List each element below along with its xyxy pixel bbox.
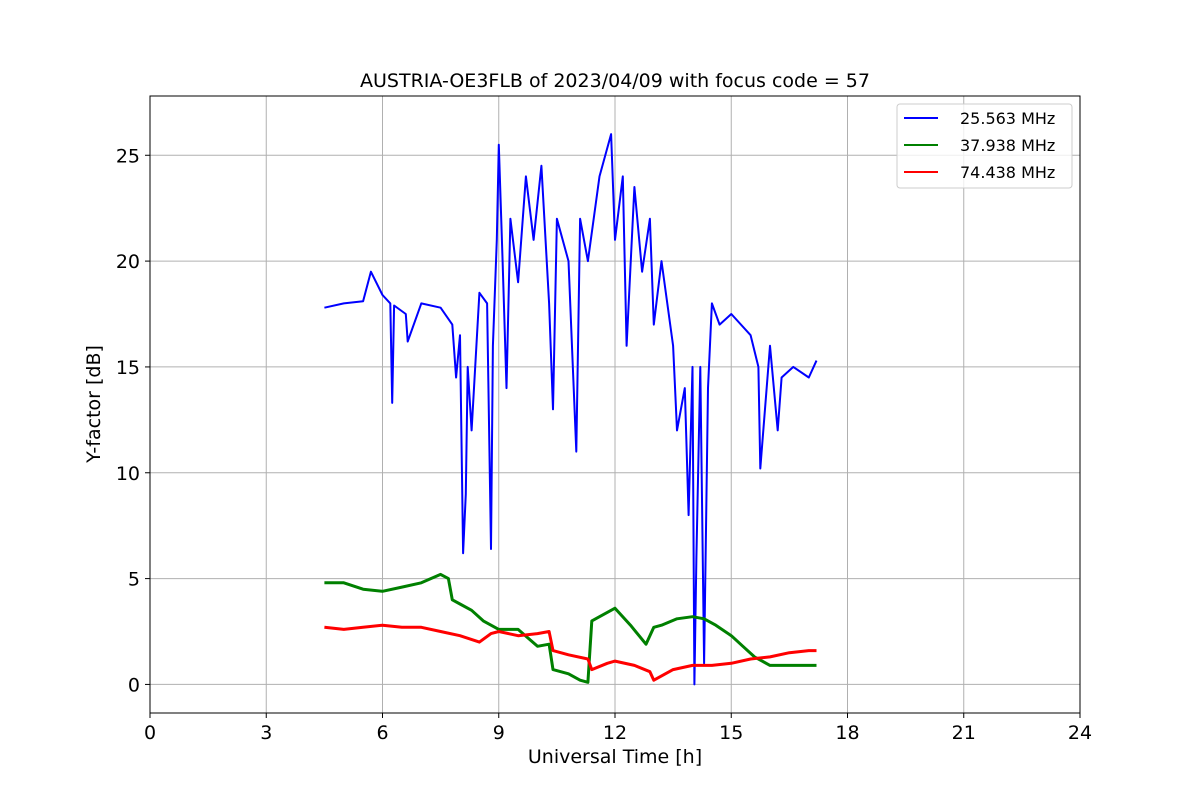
x-tick-label: 0 bbox=[144, 722, 156, 744]
series-line-0 bbox=[324, 133, 818, 686]
y-axis-ticks: 0 5 10 15 20 25 bbox=[116, 145, 150, 696]
x-tick-label: 3 bbox=[260, 722, 272, 744]
x-axis-ticks: 0 3 6 9 12 15 18 21 24 bbox=[144, 713, 1092, 744]
chart-title: AUSTRIA-OE3FLB of 2023/04/09 with focus … bbox=[360, 70, 870, 92]
x-tick-label: 21 bbox=[952, 722, 976, 744]
x-tick-label: 6 bbox=[376, 722, 388, 744]
legend-label-2: 74.438 MHz bbox=[960, 163, 1055, 182]
data-series bbox=[324, 133, 818, 686]
x-axis-label: Universal Time [h] bbox=[528, 746, 702, 768]
legend-label-1: 37.938 MHz bbox=[960, 136, 1055, 155]
x-tick-label: 15 bbox=[719, 722, 743, 744]
series-line-1 bbox=[324, 572, 817, 684]
y-tick-label: 10 bbox=[116, 463, 140, 485]
legend: 25.563 MHz 37.938 MHz 74.438 MHz bbox=[896, 103, 1073, 189]
y-tick-label: 15 bbox=[116, 357, 140, 379]
legend-box bbox=[896, 103, 1073, 189]
y-tick-label: 20 bbox=[116, 251, 140, 273]
legend-label-0: 25.563 MHz bbox=[960, 109, 1055, 128]
y-axis-label: Y-factor [dB] bbox=[83, 345, 105, 464]
series-line-2 bbox=[324, 623, 817, 682]
x-tick-label: 12 bbox=[603, 722, 627, 744]
x-tick-label: 24 bbox=[1068, 722, 1092, 744]
y-tick-label: 5 bbox=[128, 569, 140, 591]
y-tick-label: 0 bbox=[128, 674, 140, 696]
x-tick-label: 18 bbox=[835, 722, 859, 744]
y-tick-label: 25 bbox=[116, 145, 140, 167]
x-tick-label: 9 bbox=[493, 722, 505, 744]
